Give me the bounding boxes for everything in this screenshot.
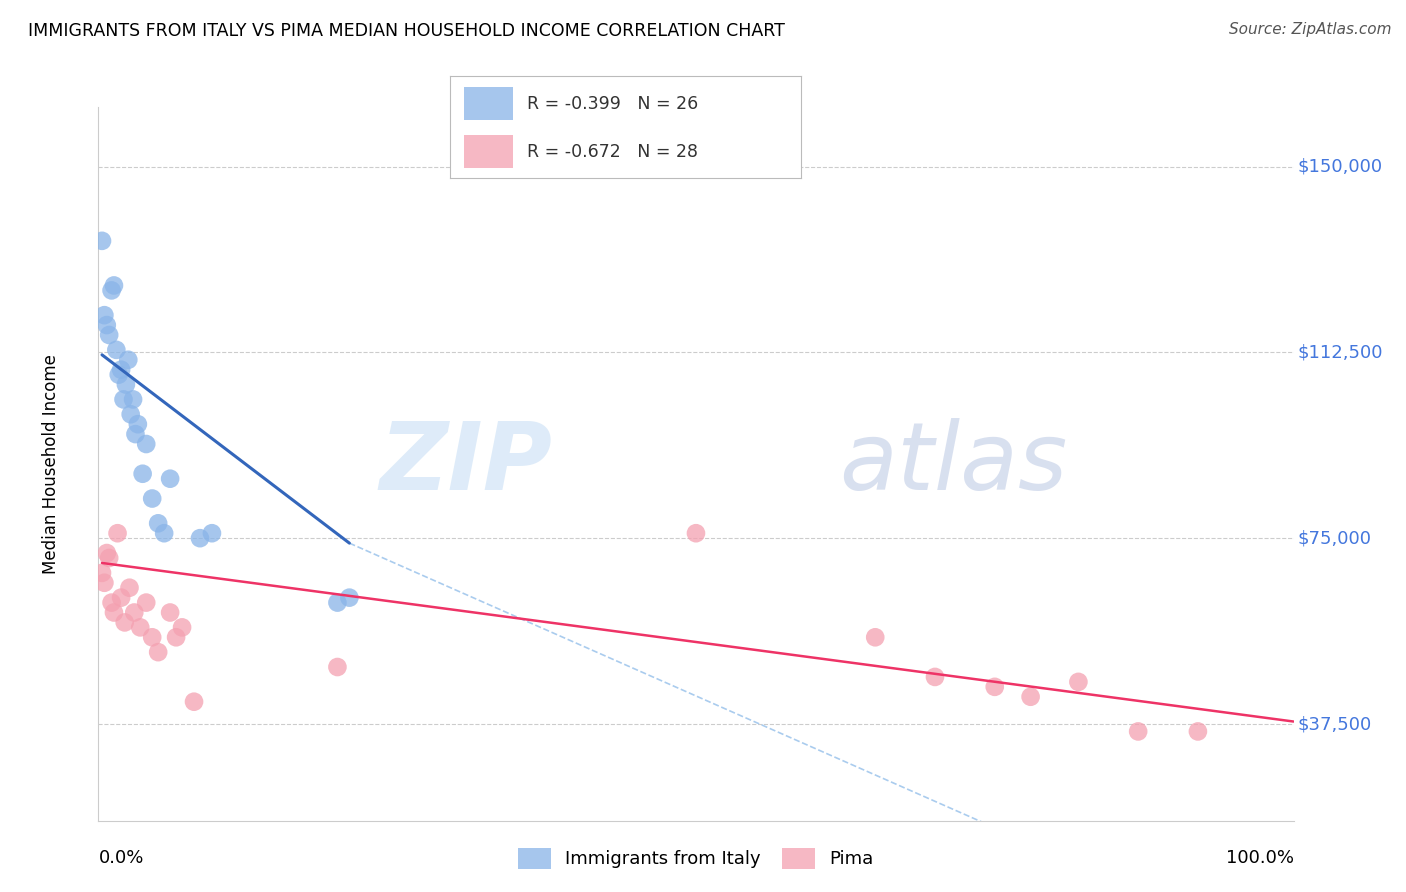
Point [148,645,170,659]
Point [103,278,125,293]
Point [93,575,115,590]
Text: 0.0%: 0.0% [98,849,143,867]
Text: Median Household Income: Median Household Income [42,354,59,574]
Text: $75,000: $75,000 [1298,529,1371,547]
Point [131,467,153,481]
Text: $112,500: $112,500 [1298,343,1382,361]
Point [115,377,138,392]
Text: R = -0.399   N = 26: R = -0.399 N = 26 [527,95,699,112]
Point [91,234,114,248]
Point [103,606,125,620]
Point [1128,724,1150,739]
Point [924,670,946,684]
Text: $37,500: $37,500 [1298,715,1371,733]
Point [110,362,132,376]
Point [107,368,129,382]
Point [124,427,146,442]
Point [93,308,115,322]
Point [153,526,176,541]
Bar [464,87,513,120]
Point [122,392,145,407]
Point [100,596,122,610]
Point [165,630,187,644]
Point [120,407,142,421]
Legend: Immigrants from Italy, Pima: Immigrants from Italy, Pima [510,840,882,876]
Text: ZIP: ZIP [380,417,553,510]
Point [96,318,118,332]
Point [117,352,139,367]
Point [110,591,132,605]
Point [141,630,163,644]
Point [107,526,129,541]
Point [135,596,157,610]
Bar [464,136,513,168]
Point [983,680,1005,694]
Point [326,660,349,674]
Point [98,328,121,343]
Point [685,526,707,541]
Text: atlas: atlas [839,418,1067,509]
Point [172,620,194,634]
Point [183,695,205,709]
Text: 100.0%: 100.0% [1226,849,1294,867]
Point [148,516,170,531]
Point [159,606,181,620]
Point [141,491,163,506]
Point [105,343,128,357]
Point [326,596,349,610]
Point [135,437,157,451]
Point [91,566,114,580]
Point [112,392,135,407]
Point [124,606,146,620]
Point [1067,674,1090,689]
Text: IMMIGRANTS FROM ITALY VS PIMA MEDIAN HOUSEHOLD INCOME CORRELATION CHART: IMMIGRANTS FROM ITALY VS PIMA MEDIAN HOU… [28,22,785,40]
Point [1187,724,1209,739]
Point [118,581,141,595]
Point [100,284,122,298]
Point [98,551,121,566]
Point [863,630,886,644]
Point [337,591,360,605]
Text: R = -0.672   N = 28: R = -0.672 N = 28 [527,143,699,161]
Point [96,546,118,560]
Point [127,417,149,432]
Point [129,620,152,634]
Point [114,615,136,630]
Text: Source: ZipAtlas.com: Source: ZipAtlas.com [1229,22,1392,37]
Point [201,526,224,541]
Point [159,472,181,486]
Point [188,531,211,545]
Point [1019,690,1042,704]
Text: $150,000: $150,000 [1298,158,1382,176]
